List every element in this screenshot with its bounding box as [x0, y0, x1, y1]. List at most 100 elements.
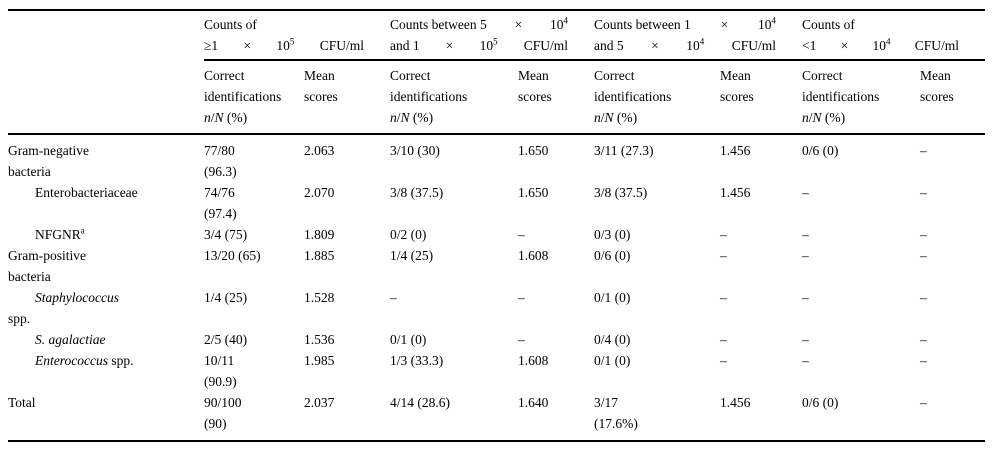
- table-body: Gram-negative bacteria 77/80 (96.3) 2.063 3/1…: [8, 134, 985, 441]
- row-label: Staphylococcus spp.: [8, 287, 204, 329]
- cell-line: –: [802, 185, 809, 200]
- data-cell: 90/100 (90): [204, 392, 304, 441]
- cell-line: 1/3 (33.3): [390, 353, 444, 368]
- subheader-line: scores: [920, 89, 954, 104]
- cell-line: 1.640: [518, 395, 549, 410]
- text: Gram-negative: [8, 143, 89, 158]
- data-cell: 3/17 (17.6%): [594, 392, 720, 441]
- row-label-line: Gram-positive: [8, 245, 196, 266]
- text-segment: and 5: [594, 35, 624, 56]
- row-label-line: NFGNRa: [8, 224, 196, 245]
- cell-line: –: [802, 248, 809, 263]
- cell-line: 3/10 (30): [390, 143, 440, 158]
- data-cell: 2.063: [304, 134, 390, 182]
- table-row: Gram-positive bacteria 13/20 (65) 1.885 1/4 …: [8, 245, 985, 287]
- text: bacteria: [8, 269, 51, 284]
- row-label: S. agalactiae: [8, 329, 204, 350]
- data-cell: 1.528: [304, 287, 390, 329]
- subheader-stat-line: n/N (%): [802, 107, 912, 128]
- superscript: 5: [493, 36, 498, 47]
- cell-line: –: [920, 227, 927, 242]
- cell-line: –: [390, 290, 397, 305]
- text: (%): [409, 110, 434, 125]
- text: Gram-positive: [8, 248, 86, 263]
- subheader-line: identifications: [802, 89, 880, 104]
- cell-line: 3/8 (37.5): [390, 185, 444, 200]
- cell-line: 1.608: [518, 248, 549, 263]
- data-cell: –: [518, 329, 594, 350]
- row-label-line: spp.: [8, 308, 196, 329]
- cell-line: 0/3 (0): [594, 227, 631, 242]
- text: Counts of: [204, 17, 257, 32]
- correct-identifications-header: Correct identifications n/N (%): [390, 60, 518, 135]
- data-cell: –: [802, 245, 920, 287]
- text: spp.: [8, 311, 31, 326]
- cell-line: –: [720, 227, 727, 242]
- cell-line: 3/4 (75): [204, 227, 248, 242]
- row-label: Enterococcus spp.: [8, 350, 204, 392]
- data-cell: –: [720, 245, 802, 287]
- data-cell: –: [518, 224, 594, 245]
- header-corner-empty: [8, 10, 204, 60]
- cell-line: 3/11 (27.3): [594, 143, 654, 158]
- data-cell: 2.070: [304, 182, 390, 224]
- group-header-line: <1 × 104 CFU/ml: [802, 35, 959, 56]
- text: 10: [479, 38, 494, 53]
- cell-line: 1.985: [304, 353, 335, 368]
- text-segment: /: [809, 110, 813, 125]
- text: Enterococcus: [35, 353, 108, 368]
- text-segment: <1: [802, 35, 816, 56]
- text: /: [808, 110, 813, 125]
- data-cell: –: [802, 329, 920, 350]
- text-segment: 104: [686, 35, 704, 56]
- row-label-line: Total: [8, 392, 196, 413]
- text-segment: Counts of: [802, 14, 855, 35]
- text-segment: 104: [873, 35, 891, 56]
- data-cell: –: [720, 350, 802, 392]
- subheader-line: Mean: [304, 68, 335, 83]
- data-cell: 2.037: [304, 392, 390, 441]
- superscript: 5: [289, 36, 295, 47]
- data-cell: –: [720, 287, 802, 329]
- cell-line: 2.070: [304, 185, 335, 200]
- text-segment: ×: [651, 35, 659, 56]
- row-label-line: S. agalactiae: [8, 329, 196, 350]
- data-cell: 1.650: [518, 134, 594, 182]
- text: (%): [821, 110, 846, 125]
- data-cell: –: [920, 224, 985, 245]
- text: ×: [243, 38, 252, 53]
- text-segment: CFU/ml: [732, 35, 776, 56]
- group-header-row: Counts of ≥1 × 105 CFU/ml Counts between 5 × 10…: [8, 10, 986, 61]
- data-cell: 0/6 (0): [802, 392, 920, 441]
- subheader-line: identifications: [594, 89, 672, 104]
- italic-text-segment: n: [802, 110, 809, 125]
- data-cell: 1.608: [518, 350, 594, 392]
- data-cell: 0/1 (0): [390, 329, 518, 350]
- text-segment: /: [397, 110, 401, 125]
- data-cell: 1.650: [518, 182, 594, 224]
- data-cell: –: [518, 287, 594, 329]
- text: Counts between 1: [594, 17, 691, 32]
- text: 10: [686, 38, 700, 53]
- text-segment: spp.: [108, 353, 133, 368]
- subheader-line: Mean: [920, 68, 951, 83]
- data-cell: 1/4 (25): [204, 287, 304, 329]
- text: n: [594, 110, 601, 125]
- text: /: [600, 110, 605, 125]
- data-cell: –: [390, 287, 518, 329]
- data-cell: 3/8 (37.5): [390, 182, 518, 224]
- subheader-line: Correct: [204, 68, 245, 83]
- cell-line: 1.456: [720, 185, 751, 200]
- text-segment: ≥1: [204, 35, 218, 56]
- cell-line: 1.456: [720, 143, 751, 158]
- data-cell: 4/14 (28.6): [390, 392, 518, 441]
- text: and 1: [390, 38, 420, 53]
- cell-line: 0/6 (0): [802, 143, 839, 158]
- mean-scores-header: Mean scores: [518, 60, 594, 135]
- cell-line: –: [920, 248, 927, 263]
- superscript: a: [80, 225, 85, 236]
- text-segment: Gram-negative: [8, 143, 89, 158]
- cell-line: –: [518, 227, 525, 242]
- data-cell: –: [920, 182, 985, 224]
